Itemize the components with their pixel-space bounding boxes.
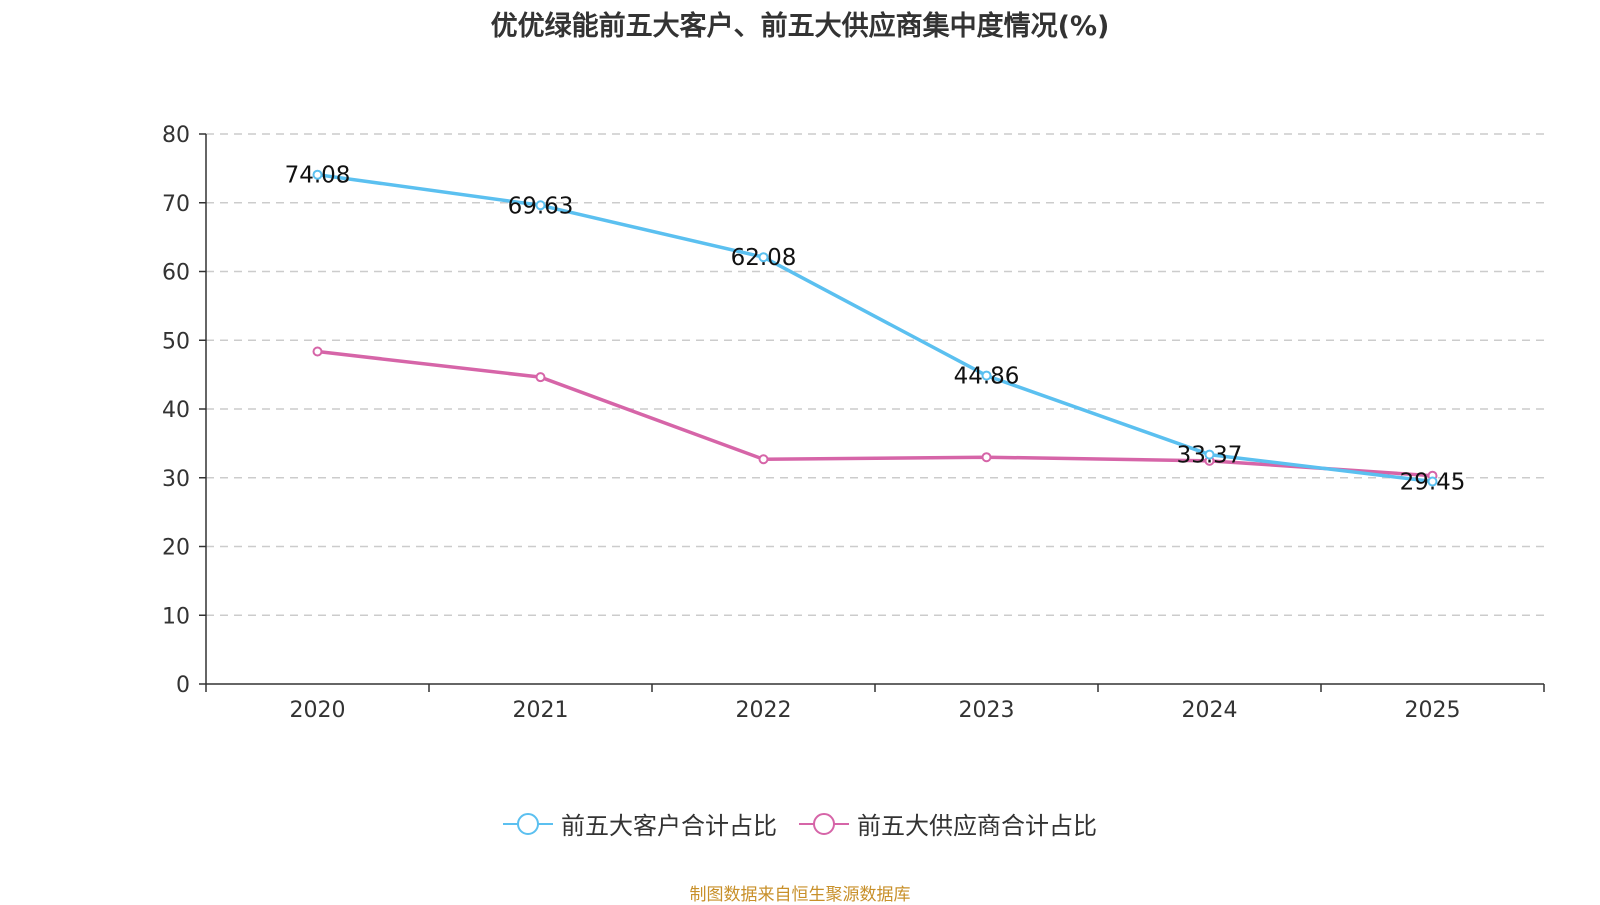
data-label: 33.37	[1177, 443, 1243, 469]
y-tick-label: 10	[162, 604, 190, 629]
data-point	[1427, 476, 1438, 487]
y-tick-label: 0	[176, 673, 190, 698]
grid-lines	[206, 133, 1544, 616]
y-tick-label: 20	[162, 536, 190, 561]
data-point	[1204, 449, 1215, 460]
x-tick-label: 2023	[959, 698, 1015, 723]
data-point	[758, 252, 769, 263]
series-line	[317, 172, 1433, 484]
axes: 0 10 20 30 40 50 60 70 80 2020 2021 2022 2023 2024 202…	[162, 123, 1545, 723]
x-tick-label: 2021	[513, 698, 569, 723]
x-tick-label: 2025	[1405, 698, 1461, 723]
series-lines	[312, 169, 1438, 487]
y-tick-label: 30	[162, 467, 190, 492]
y-tick-label: 50	[162, 329, 190, 354]
x-tick-label: 2024	[1182, 698, 1238, 723]
legend-marker-icon	[503, 812, 553, 835]
y-tick-label: 80	[162, 123, 190, 148]
data-point	[758, 454, 769, 465]
data-point	[312, 169, 323, 180]
data-point	[981, 370, 992, 381]
data-point	[535, 200, 546, 211]
data-label: 62.08	[731, 245, 797, 271]
legend: 前五大客户合计占比 前五大供应商合计占比	[0, 806, 1600, 841]
data-point	[312, 346, 323, 357]
data-labels: 74.08 69.63 62.08 44.86 33.37 29.45	[285, 163, 1466, 496]
legend-label: 前五大供应商合计占比	[857, 812, 1097, 840]
data-point	[535, 372, 546, 383]
legend-marker-icon	[799, 812, 849, 835]
data-label: 29.45	[1400, 470, 1466, 496]
legend-label: 前五大客户合计占比	[561, 812, 777, 840]
y-tick-label: 60	[162, 261, 190, 286]
y-tick-label: 40	[162, 398, 190, 423]
chart-title: 优优绿能前五大客户、前五大供应商集中度情况(%)	[490, 11, 1110, 42]
data-label: 69.63	[508, 193, 574, 219]
data-point	[981, 452, 992, 463]
series-line	[317, 349, 1433, 478]
data-label: 44.86	[954, 364, 1020, 390]
source-note: 制图数据来自恒生聚源数据库	[689, 885, 911, 905]
legend-item[interactable]: 前五大供应商合计占比	[799, 806, 1097, 841]
x-tick-label: 2022	[736, 698, 792, 723]
line-chart: 0 10 20 30 40 50 60 70 80 2020 2021 2022 2023 2024 202…	[162, 123, 1545, 723]
data-label: 74.08	[285, 163, 351, 189]
y-tick-label: 70	[162, 192, 190, 217]
x-tick-label: 2020	[290, 698, 346, 723]
legend-item[interactable]: 前五大客户合计占比	[503, 806, 777, 841]
